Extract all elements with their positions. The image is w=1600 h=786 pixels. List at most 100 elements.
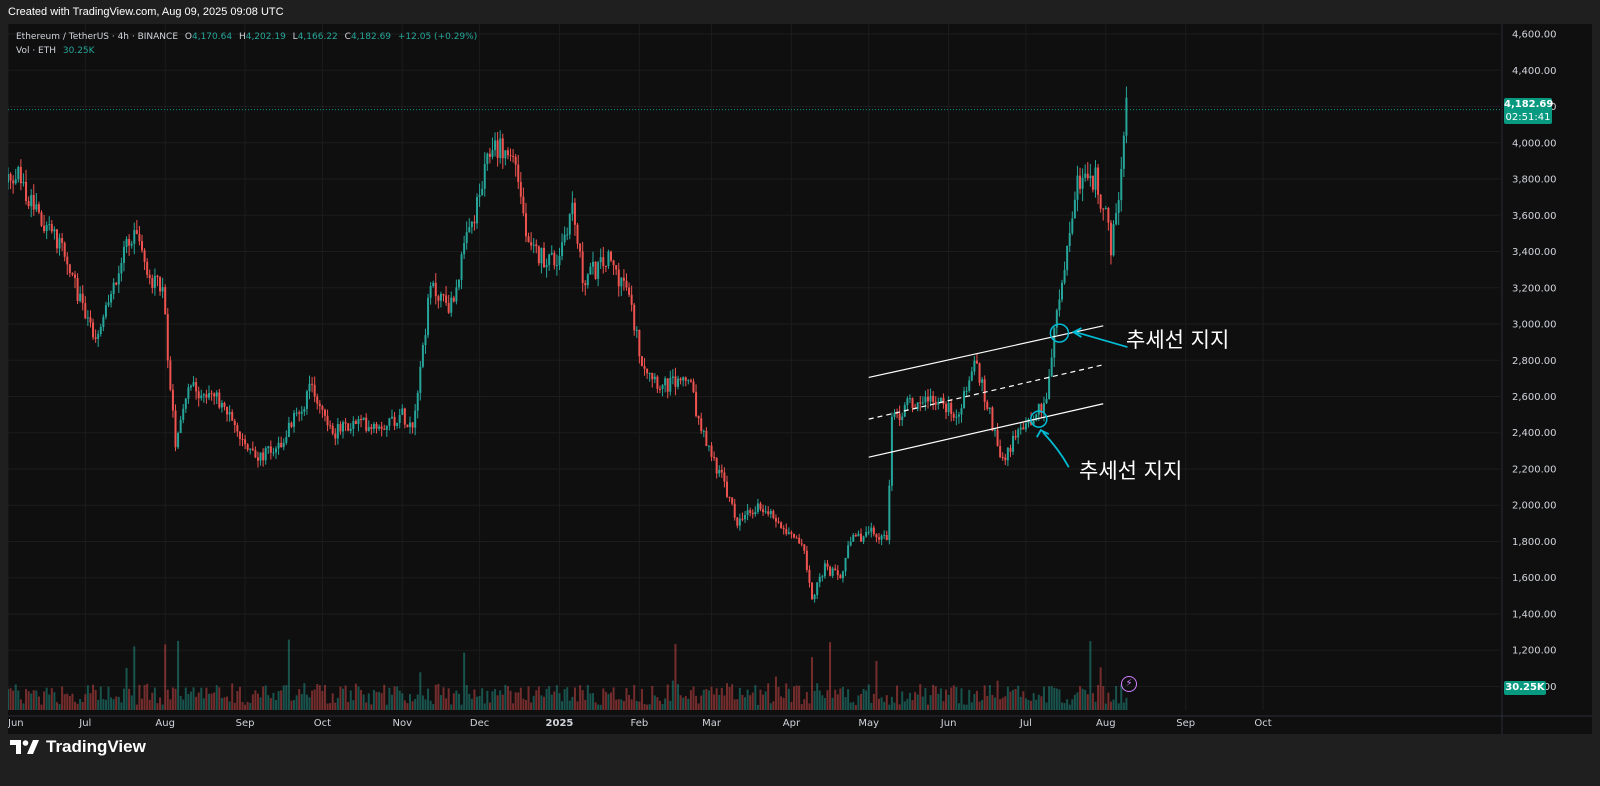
volume-bar — [293, 700, 296, 710]
candle-body — [362, 417, 365, 421]
volume-bar — [934, 686, 937, 710]
volume-bar — [313, 689, 316, 710]
candle-body — [756, 503, 759, 512]
candle-body — [1102, 208, 1105, 210]
volume-bar — [834, 689, 837, 710]
candle-body — [527, 236, 530, 243]
volume-bar — [841, 686, 844, 710]
volume-bar — [723, 695, 726, 710]
candle-body — [138, 234, 141, 242]
candle-body — [841, 571, 844, 579]
candle-body — [414, 410, 417, 428]
candle-body — [117, 273, 120, 285]
volume-bar — [305, 694, 308, 710]
candle-body — [486, 153, 489, 165]
candle-body — [334, 433, 337, 439]
candle-body — [872, 527, 875, 535]
lightning-icon[interactable]: ⚡ — [1121, 676, 1137, 692]
candle-body — [586, 274, 589, 286]
candle-body — [403, 408, 406, 425]
volume-bar — [996, 680, 999, 710]
volume-bar — [509, 690, 512, 710]
volume-bar — [782, 697, 785, 710]
candle-body — [264, 448, 267, 461]
candle-body — [9, 173, 12, 181]
volume-bar — [519, 687, 522, 710]
candle-body — [986, 401, 989, 409]
candle-body — [566, 234, 569, 236]
volume-bar — [334, 702, 337, 710]
volume-bar — [764, 691, 767, 710]
volume-bar — [213, 692, 216, 710]
volume-bar — [612, 687, 615, 710]
candle-body — [514, 156, 517, 165]
volume-bar — [849, 702, 852, 710]
volume-bar — [99, 686, 102, 710]
volume-bar — [960, 688, 963, 710]
volume-bar — [811, 657, 814, 710]
candle-body — [187, 387, 190, 399]
candle-body — [859, 533, 862, 542]
candle-body — [293, 412, 296, 427]
candle-body — [473, 221, 476, 224]
chart-panel[interactable]: 4,600.004,400.004,200.004,000.003,800.00… — [8, 24, 1592, 734]
legend-vol-label[interactable]: Vol · ETH — [16, 46, 56, 56]
candle-body — [331, 425, 334, 434]
candle-body — [821, 576, 824, 578]
candle-body — [298, 412, 301, 414]
volume-bar — [1120, 684, 1123, 710]
volume-bar — [620, 699, 623, 710]
candle-body — [759, 503, 762, 510]
candle-body — [205, 394, 208, 398]
volume-bar — [506, 686, 509, 710]
volume-bar — [635, 700, 638, 710]
candle-body — [478, 195, 481, 198]
volume-bar — [622, 701, 625, 710]
candle-body — [197, 391, 200, 399]
candle-body — [705, 430, 708, 447]
candle-body — [313, 384, 316, 397]
volume-bar — [774, 676, 777, 710]
volume-bar — [414, 699, 417, 710]
volume-bar — [208, 693, 211, 710]
candle-body — [939, 397, 942, 402]
volume-bar — [1048, 686, 1051, 710]
volume-bar — [68, 695, 71, 710]
candle-body — [1104, 207, 1107, 210]
volume-bar — [653, 695, 656, 710]
volume-bar — [463, 652, 466, 710]
candle-body — [702, 430, 705, 432]
volume-bar — [35, 690, 38, 710]
volume-bar — [800, 704, 803, 710]
candle-body — [1022, 427, 1025, 430]
y-tick-label: 4,400.00 — [1512, 66, 1557, 77]
volume-bar — [1006, 686, 1009, 710]
volume-bar — [393, 686, 396, 710]
candle-body — [182, 408, 185, 420]
volume-bar — [1014, 688, 1017, 710]
volume-bar — [494, 689, 497, 710]
volume-bar — [1058, 689, 1061, 710]
legend-symbol[interactable]: Ethereum / TetherUS · 4h · BINANCE — [16, 32, 179, 42]
candle-body — [390, 416, 393, 419]
candle-body — [996, 429, 999, 447]
candle-body — [122, 246, 125, 263]
candle-body — [424, 335, 427, 346]
chart-canvas[interactable]: 4,600.004,400.004,200.004,000.003,800.00… — [8, 24, 1592, 734]
volume-bar — [223, 697, 226, 710]
candle-body — [35, 204, 38, 210]
candle-body — [689, 380, 692, 382]
candle-body — [494, 140, 497, 151]
volume-bar — [445, 698, 448, 710]
tradingview-logo[interactable]: TradingView — [10, 736, 146, 758]
candle-body — [97, 333, 100, 339]
volume-bar — [280, 690, 283, 710]
volume-bar — [1035, 699, 1038, 710]
volume-bar — [661, 703, 664, 710]
candle-body — [795, 537, 798, 539]
candle-body — [607, 251, 610, 267]
volume-bar — [965, 704, 968, 710]
volume-bar — [58, 704, 61, 710]
candle-body — [553, 252, 556, 266]
candle-body — [68, 264, 71, 274]
